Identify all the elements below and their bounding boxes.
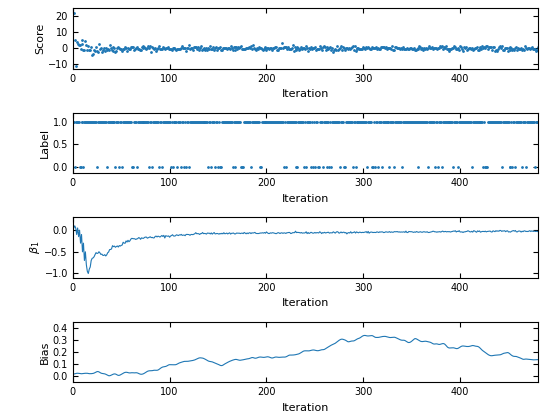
X-axis label: Iteration: Iteration: [282, 403, 329, 412]
X-axis label: Iteration: Iteration: [282, 298, 329, 308]
Y-axis label: Label: Label: [40, 128, 50, 158]
Y-axis label: $\beta_1$: $\beta_1$: [27, 241, 41, 254]
Y-axis label: Score: Score: [35, 23, 45, 54]
X-axis label: Iteration: Iteration: [282, 89, 329, 100]
Y-axis label: Bias: Bias: [40, 340, 50, 364]
X-axis label: Iteration: Iteration: [282, 194, 329, 204]
